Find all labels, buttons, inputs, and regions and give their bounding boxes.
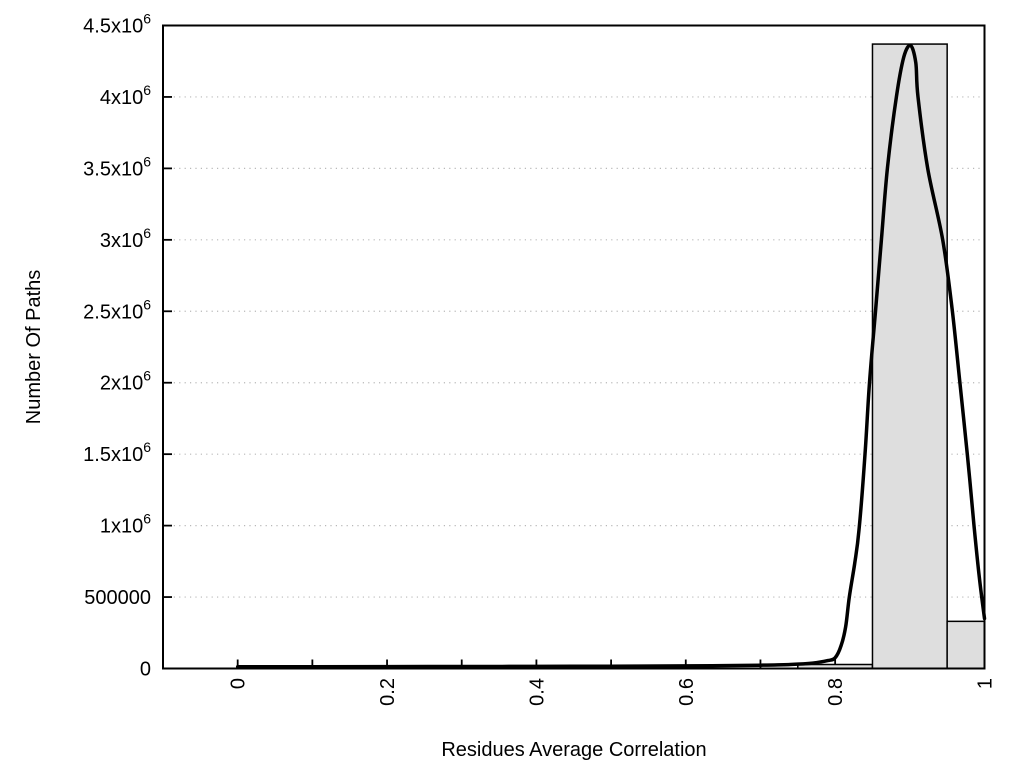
plot-border-box bbox=[162, 24, 986, 670]
y-tick-label: 500000 bbox=[84, 587, 151, 609]
y-tick-label: 3.5x106 bbox=[83, 153, 151, 180]
y-tick-label: 2x106 bbox=[100, 368, 151, 395]
histogram-bars bbox=[797, 43, 986, 670]
y-tick-label: 1.5x106 bbox=[83, 439, 151, 466]
y-tick-label: 1x106 bbox=[100, 511, 151, 538]
y-tick-labels: 0 500000 1x106 1.5x106 2x106 2.5x106 3x106 3.5x… bbox=[83, 11, 151, 681]
x-tick-label: 0.6 bbox=[676, 678, 698, 706]
histogram-bar bbox=[946, 620, 986, 670]
y-tick-label: 4.5x106 bbox=[83, 11, 151, 38]
x-tick-label: 0.2 bbox=[377, 678, 399, 706]
histogram-bar bbox=[871, 43, 948, 670]
y-tick-label: 3x106 bbox=[100, 225, 151, 252]
y-tick-label: 0 bbox=[140, 659, 151, 681]
y-tick-label: 4x106 bbox=[100, 82, 151, 109]
y-tick-label: 2.5x106 bbox=[83, 296, 151, 323]
x-tick-label: 1 bbox=[975, 678, 997, 689]
x-tick-label: 0 bbox=[228, 678, 250, 689]
density-curve bbox=[235, 43, 987, 669]
x-tick-label: 0.8 bbox=[825, 678, 847, 706]
y-axis-title: Number Of Paths bbox=[23, 270, 45, 425]
x-tick-label: 0.4 bbox=[526, 678, 548, 706]
plot-border bbox=[162, 24, 986, 670]
axis-ticks bbox=[163, 24, 986, 670]
x-axis-title: Residues Average Correlation bbox=[441, 739, 706, 761]
x-tick-labels: 0 0.2 0.4 0.6 0.8 1 bbox=[228, 678, 997, 706]
fitted-curve bbox=[235, 43, 987, 669]
gridlines bbox=[163, 96, 985, 598]
